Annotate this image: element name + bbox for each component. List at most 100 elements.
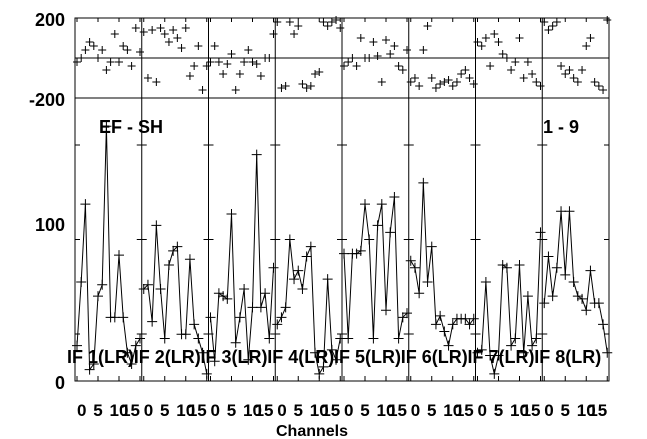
x-tick-label: 15 (588, 401, 607, 420)
phase-point (285, 18, 294, 26)
amp-point (355, 245, 366, 256)
x-tick-label: 0 (411, 401, 420, 420)
amp-point (577, 293, 588, 304)
amp-point (163, 259, 174, 270)
x-tick-label: 0 (277, 401, 286, 420)
amp-series-line (477, 232, 541, 375)
amp-point (372, 220, 383, 231)
phase-point (81, 46, 90, 54)
phase-point (102, 66, 111, 74)
phase-point (252, 60, 261, 68)
phase-point (365, 54, 374, 62)
amp-point (368, 333, 379, 344)
amp-point (447, 319, 458, 330)
amp-point (402, 308, 412, 319)
phase-point (281, 82, 290, 90)
phase-point (523, 58, 532, 66)
phase-point (382, 36, 390, 44)
amp-point (155, 284, 166, 295)
x-tick-label: 15 (321, 401, 340, 420)
amp-series-line (276, 239, 341, 376)
amp-point (564, 206, 575, 217)
amp-point (518, 347, 529, 358)
phase-point (202, 62, 211, 70)
phase-point (603, 16, 612, 24)
amp-point (539, 298, 550, 309)
phase-point (210, 42, 219, 50)
amp-point (234, 312, 245, 323)
x-tick-label: 5 (561, 401, 570, 420)
phase-point (444, 76, 453, 84)
x-tick-label: 0 (77, 401, 86, 420)
phase-point (148, 26, 157, 34)
amp-point (209, 356, 220, 367)
x-tick-label: 10 (176, 401, 195, 420)
amp-point (560, 269, 571, 280)
phase-point (244, 46, 253, 54)
phase-point (185, 72, 194, 80)
amp-point (97, 279, 108, 290)
x-tick-label: 15 (522, 401, 541, 420)
phase-point (198, 86, 207, 94)
amp-point (201, 368, 212, 379)
amp-point (76, 276, 87, 287)
amp-point (468, 313, 479, 324)
annotation-left: EF - SH (99, 117, 163, 137)
amp-point (339, 248, 349, 259)
amp-point (405, 255, 416, 266)
amp-point (439, 326, 450, 337)
phase-point (273, 18, 282, 26)
phase-point (131, 24, 140, 32)
amp-point (389, 192, 400, 203)
amp-point (364, 234, 375, 245)
amp-point (301, 251, 312, 262)
amp-point (343, 333, 354, 344)
phase-point (269, 30, 278, 38)
amp-point (255, 302, 266, 313)
phase-point (519, 74, 528, 82)
phase-point (582, 42, 591, 50)
amp-point (260, 288, 271, 299)
amp-point (489, 368, 500, 379)
phase-point (469, 80, 478, 88)
phase-point (423, 22, 432, 30)
amp-point (243, 354, 254, 365)
phase-point (227, 50, 236, 58)
phase-point (294, 22, 303, 30)
phase-point (265, 54, 274, 62)
phase-point (548, 22, 557, 30)
x-tick-label: 5 (160, 401, 169, 420)
phase-point (139, 28, 148, 36)
x-tick-label: 15 (188, 401, 207, 420)
amp-point (197, 347, 208, 358)
amp-point (581, 305, 592, 316)
amp-point (535, 227, 546, 238)
amp-point (239, 284, 250, 295)
amp-point (493, 350, 504, 361)
phase-point (315, 68, 324, 76)
amp-point (268, 262, 279, 273)
amp-point (572, 291, 583, 302)
amp-point (506, 340, 517, 351)
amp-point (276, 312, 287, 323)
phase-point (369, 38, 378, 46)
phase-point (481, 34, 490, 42)
amp-point (514, 259, 525, 270)
amp-point (84, 364, 95, 375)
phase-point (561, 70, 570, 78)
phase-point (194, 42, 203, 50)
phase-point (319, 18, 328, 26)
amp-point (122, 347, 133, 358)
amp-point (168, 245, 179, 256)
x-tick-label: 10 (243, 401, 262, 420)
panel-label: IF 7(LR) (468, 347, 535, 367)
amp-point (314, 368, 325, 379)
x-tick-label: 5 (93, 401, 102, 420)
phase-point (528, 70, 537, 78)
phase-point (586, 34, 595, 42)
amp-point (147, 316, 158, 327)
amp-point (360, 199, 370, 210)
amp-point (522, 291, 533, 302)
amp-point (118, 312, 129, 323)
